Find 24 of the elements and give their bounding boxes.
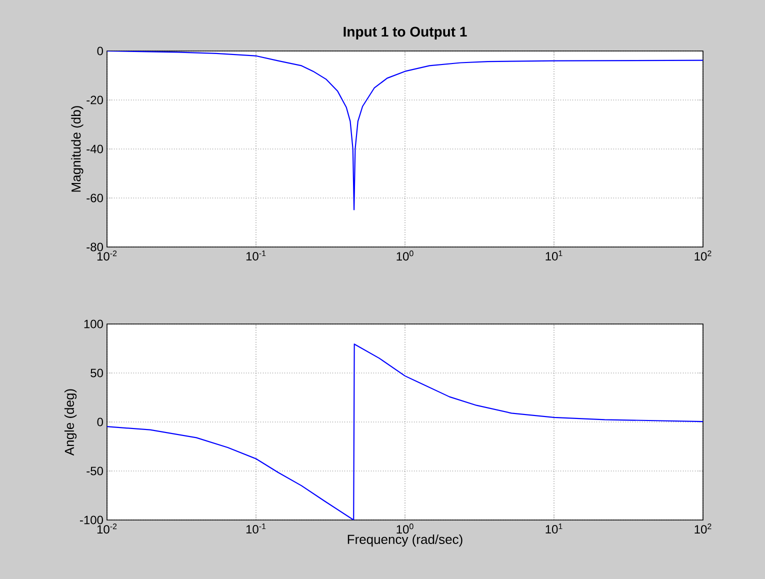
y-tick-label: 0 xyxy=(97,418,104,426)
y-tick-label: -50 xyxy=(86,466,103,476)
x-tick-label: 10$^{2}$ xyxy=(694,250,712,261)
y-tick-label: 50 xyxy=(90,368,103,378)
x-tick-label: 10$^{1}$ xyxy=(546,524,562,534)
chart-title: Input 1 to Output 1 xyxy=(344,26,467,40)
x-tick-label: 10$^{2}$ xyxy=(694,524,712,534)
x-tick-label: 10$^{-2}$ xyxy=(97,524,117,534)
x-axis-title: Frequency (rad/sec) xyxy=(348,534,462,547)
y-axis-title: Angle (deg) xyxy=(64,389,77,456)
y-tick-label: -20 xyxy=(86,96,103,104)
x-tick-label: 10$^{-1}$ xyxy=(246,524,266,534)
y-tick-label: -40 xyxy=(86,144,103,154)
x-tick-label: 10$^{-2}$ xyxy=(97,250,117,261)
y-tick-label: -60 xyxy=(86,194,103,202)
y-tick-label: -80 xyxy=(86,242,103,252)
y-tick-label: -100 xyxy=(80,516,103,524)
x-tick-label: 10$^{-1}$ xyxy=(246,250,266,260)
x-tick-label: 10$^{0}$ xyxy=(396,524,414,534)
x-tick-label: 10$^{0}$ xyxy=(396,250,414,261)
y-axis-title: Magnitude (db) xyxy=(71,106,84,192)
y-tick-label: 0 xyxy=(97,46,104,56)
y-tick-label: 100 xyxy=(84,320,103,328)
x-tick-label: 10$^{1}$ xyxy=(546,250,562,260)
